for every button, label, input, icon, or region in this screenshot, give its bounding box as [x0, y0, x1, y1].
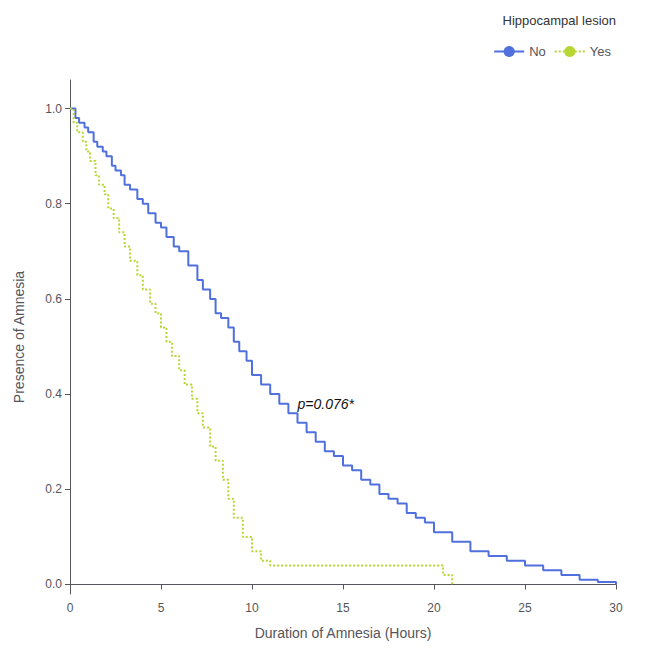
svg-text:0.6: 0.6	[45, 292, 62, 306]
svg-text:0.8: 0.8	[45, 197, 62, 211]
svg-text:0.0: 0.0	[45, 577, 62, 591]
svg-text:15: 15	[336, 601, 350, 615]
svg-text:Duration of Amnesia (Hours): Duration of Amnesia (Hours)	[255, 625, 432, 641]
svg-text:Yes: Yes	[590, 44, 612, 59]
svg-text:No: No	[529, 44, 546, 59]
svg-text:Presence of Amnesia: Presence of Amnesia	[11, 271, 27, 404]
svg-text:20: 20	[427, 601, 441, 615]
svg-text:p=0.076*: p=0.076*	[297, 396, 355, 412]
svg-text:0.2: 0.2	[45, 482, 62, 496]
svg-text:30: 30	[609, 601, 623, 615]
svg-text:0.4: 0.4	[45, 387, 62, 401]
svg-text:0: 0	[67, 601, 74, 615]
svg-text:1.0: 1.0	[45, 102, 62, 116]
svg-text:Hippocampal lesion: Hippocampal lesion	[503, 13, 616, 28]
svg-text:25: 25	[518, 601, 532, 615]
svg-text:10: 10	[245, 601, 259, 615]
svg-text:5: 5	[158, 601, 165, 615]
